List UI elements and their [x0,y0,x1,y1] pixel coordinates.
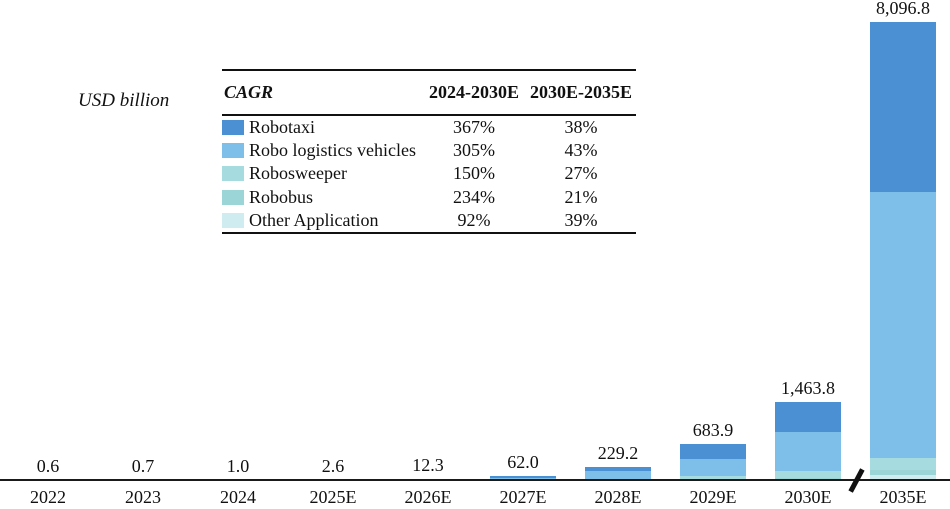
value-label-2024: 1.0 [226,456,250,476]
cagr-value-2030e-2035e: 21% [564,186,598,207]
value-label-2027e: 62.0 [507,452,539,472]
legend-swatch-robobus [222,189,244,205]
legend-swatch-robo-logistics-vehicles [222,143,244,159]
cagr-table-header: CAGR 2024-2030E 2030E-2035E [222,71,636,116]
legend-swatch-other-application [222,212,244,228]
cagr-value-2024-2030e: 234% [453,186,495,207]
legend-entry: Robotaxi [222,117,422,138]
bar-segment-robobus-2035e [870,470,936,475]
cagr-value-2030e-2035e: 43% [564,140,598,161]
cagr-value-2024-2030e: 92% [457,209,491,230]
bar-segment-robotaxi-2030e [775,402,841,432]
value-label-2028e: 229.2 [597,443,639,463]
bar-segment-other-application-2035e [870,475,936,480]
cagr-value-2030e-2035e: 27% [564,163,598,184]
cagr-column-2024-2030: 2024-2030E [429,82,519,102]
value-label-2026e: 12.3 [412,455,444,475]
x-tick-label-2022: 2022 [30,487,66,507]
value-label-2035e: 8,096.8 [876,0,930,18]
legend-entry: Robobus [222,187,422,208]
bar-segment-robotaxi-2027e [490,476,556,478]
cagr-row-robo-logistics-vehicles: Robo logistics vehicles 305% 43% [222,139,636,162]
cagr-row-robosweeper: Robosweeper 150% 27% [222,162,636,185]
bar-segment-robosweeper-2030e [775,471,841,478]
cagr-column-2030-2035: 2030E-2035E [529,82,632,102]
x-tick-label-2035e: 2035E [879,487,927,507]
legend-label: Robosweeper [249,163,347,184]
cagr-row-robotaxi: Robotaxi 367% 38% [222,116,636,139]
legend-swatch-robotaxi [222,120,244,136]
bar-segment-robo-logistics-vehicles-2029e [680,459,746,476]
cagr-value-2024-2030e: 305% [453,140,495,161]
value-label-2022: 0.6 [36,456,60,476]
legend-label: Other Application [249,209,379,230]
value-label-2029e: 683.9 [692,420,734,440]
x-tick-label-2030e: 2030E [784,487,832,507]
x-tick-label-2028e: 2028E [594,487,642,507]
x-tick-label-2029e: 2029E [689,487,737,507]
bar-segment-robotaxi-2035e [870,22,936,192]
value-label-2030e: 1,463.8 [781,378,835,398]
bar-segment-robotaxi-2028e [585,467,651,471]
cagr-value-2024-2030e: 367% [453,117,495,138]
bar-segment-robotaxi-2029e [680,444,746,459]
cagr-row-robobus: Robobus 234% 21% [222,186,636,209]
x-axis-line [0,479,950,481]
cagr-value-2030e-2035e: 38% [564,117,598,138]
x-tick-label-2023: 2023 [125,487,161,507]
bar-segment-robosweeper-2035e [870,458,936,470]
cagr-value-2030e-2035e: 39% [564,209,598,230]
cagr-row-other-application: Other Application 92% 39% [222,209,636,232]
cagr-value-2024-2030e: 150% [453,163,495,184]
x-tick-label-2025e: 2025E [309,487,357,507]
bar-segment-robo-logistics-vehicles-2030e [775,432,841,471]
legend-label: Robo logistics vehicles [249,140,416,161]
legend-swatch-robosweeper [222,166,244,182]
bar-segment-robo-logistics-vehicles-2035e [870,192,936,458]
legend-entry: Robo logistics vehicles [222,140,422,161]
x-tick-label-2026e: 2026E [404,487,452,507]
cagr-table-body: Robotaxi 367% 38% Robo logistics vehicles 30… [222,116,636,232]
legend-entry: Robosweeper [222,163,422,184]
cagr-table-title: CAGR [224,82,274,102]
bar-segment-robo-logistics-vehicles-2028e [585,471,651,480]
legend-entry: Other Application [222,210,422,231]
value-label-2023: 0.7 [131,456,155,476]
legend-label: Robobus [249,186,314,207]
value-label-2025e: 2.6 [321,456,345,476]
x-tick-label-2024: 2024 [220,487,256,507]
bar-segment-robo-logistics-vehicles-2027e [490,477,556,480]
legend-label: Robotaxi [249,117,315,138]
cagr-legend-table: CAGR 2024-2030E 2030E-2035E Robotaxi 367%… [222,69,636,234]
bar-segment-robosweeper-2029e [680,476,746,480]
y-axis-unit-label: USD billion [78,90,170,111]
x-tick-label-2027e: 2027E [499,487,547,507]
